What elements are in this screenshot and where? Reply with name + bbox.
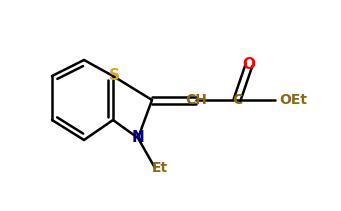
Text: Et: Et xyxy=(152,161,168,175)
Text: O: O xyxy=(242,57,255,72)
Text: N: N xyxy=(132,130,144,146)
Text: OEt: OEt xyxy=(279,93,307,107)
Text: S: S xyxy=(108,68,119,83)
Text: C: C xyxy=(232,93,242,107)
Text: CH: CH xyxy=(185,93,207,107)
